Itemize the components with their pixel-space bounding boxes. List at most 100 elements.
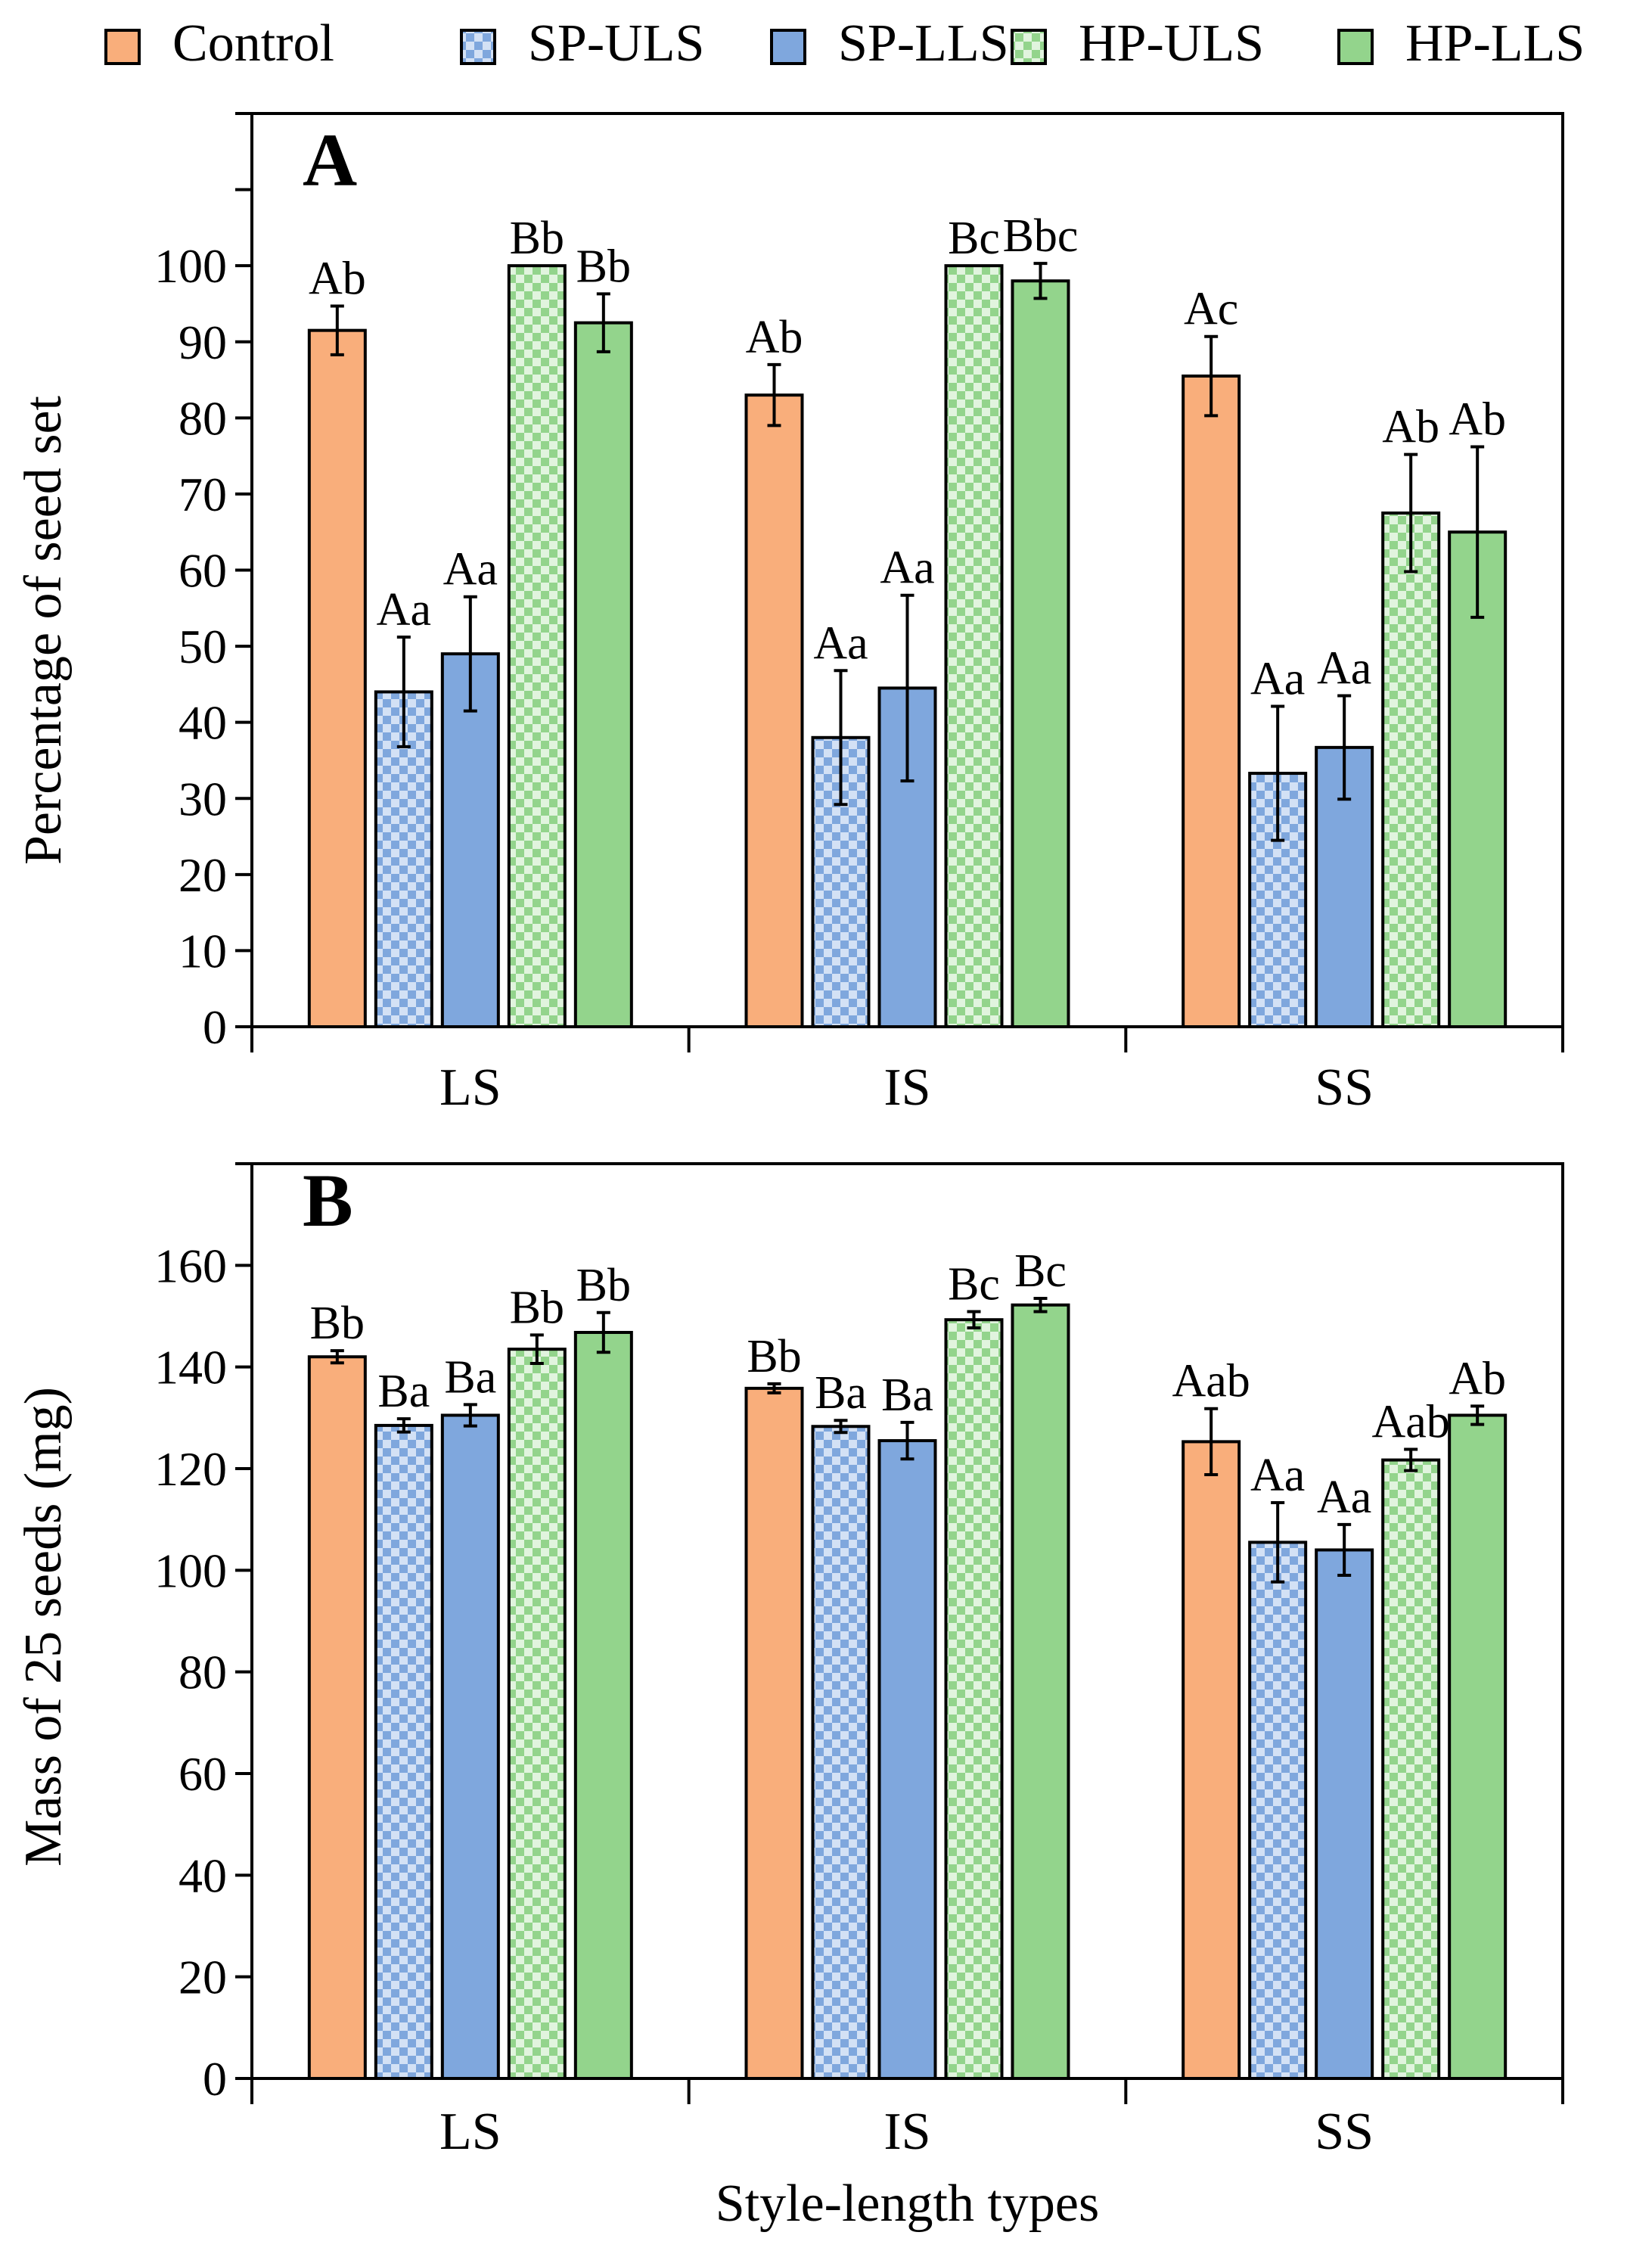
bar-control-ls [307,1355,367,2080]
sig-label-hp-uls-ss: Aab [1372,1396,1450,1447]
error-bar-control-is [767,1382,781,1394]
y-tick-label: 0 [203,1000,227,1054]
bar-hp-lls-is [1011,1303,1070,2081]
error-bar-sp-uls-is [834,1419,848,1435]
sig-label-hp-uls-is: Bc [948,1258,1000,1310]
bar-control-is [744,393,804,1028]
sig-label-hp-lls-ls: Bb [576,241,631,292]
sig-label-sp-uls-ls: Aa [377,584,431,636]
error-bar-sp-lls-is [900,593,914,783]
y-tick-label: 0 [203,2052,227,2106]
legend-item-hp-uls: HP-ULS [1011,14,1264,73]
sig-label-hp-lls-is: Bbc [1003,210,1079,262]
bar-sp-uls-is [811,1425,871,2081]
y-tick-label: 30 [179,772,227,825]
error-bar-sp-lls-ss [1337,1522,1352,1578]
sig-label-control-is: Bb [747,1331,801,1382]
sig-label-hp-uls-ls: Bb [510,1282,564,1333]
sig-label-sp-lls-ss: Aa [1317,1472,1371,1523]
panel-label: A [303,118,357,202]
sig-label-control-ss: Ac [1184,284,1238,335]
sig-label-sp-lls-ls: Aa [443,544,498,595]
bar-hp-lls-ls [573,321,633,1028]
y-axis-label: Mass of 25 seeds (mg) [14,1387,73,1867]
bar-sp-lls-ls [440,1413,500,2080]
bar-hp-uls-ss [1381,511,1441,1028]
error-bar-hp-lls-ss [1470,1404,1485,1426]
y-tick-label: 20 [179,848,227,902]
legend-label-sp-uls: SP-ULS [528,14,704,73]
error-bar-hp-uls-ls [529,1333,544,1365]
bar-sp-lls-is [877,1439,937,2080]
sig-label-sp-uls-ls: Ba [377,1366,430,1417]
error-bar-control-ss [1204,1407,1219,1477]
legend-item-control: Control [104,14,334,73]
panel-b: 0 20 40 60 80 100 120 140 160 Mass of 25 seeds (m… [14,1158,1564,2233]
y-tick-label: 100 [154,239,227,293]
y-axis-label: Percentage of seed set [14,395,73,865]
error-bar-sp-uls-ss [1271,1501,1285,1584]
y-tick-label: 80 [179,1646,227,1699]
x-tick-label-ls: LS [439,2103,502,2161]
error-bar-hp-lls-is [1033,1296,1048,1314]
y-tick-label: 80 [179,391,227,445]
sig-label-sp-lls-is: Aa [880,543,934,594]
sig-label-hp-uls-is: Bc [948,213,1000,264]
error-bar-sp-lls-ss [1337,694,1352,801]
error-bar-hp-uls-ss [1404,1447,1418,1472]
sig-label-sp-lls-ls: Ba [444,1351,496,1403]
error-bar-control-is [767,362,781,427]
x-tick-label-ls: LS [439,1059,502,1117]
bar-control-is [744,1386,804,2081]
y-tick-label: 90 [179,316,227,369]
bar-control-ss [1182,375,1241,1028]
y-tick-label: 50 [179,620,227,673]
legend-label-control: Control [172,14,334,73]
error-bar-sp-lls-ls [463,595,477,713]
sig-label-hp-lls-ss: Ab [1449,1353,1506,1404]
y-tick-label: 10 [179,924,227,978]
legend-label-hp-uls: HP-ULS [1079,14,1264,73]
sig-label-hp-lls-ls: Bb [576,1260,631,1311]
x-tick-label-is: IS [883,1059,930,1117]
error-bar-hp-lls-ls [596,1310,610,1354]
error-bar-hp-uls-is [967,1310,981,1329]
bar-hp-uls-ls [507,264,567,1028]
y-tick-label: 140 [154,1341,227,1394]
sig-label-control-ls: Bb [310,1298,365,1349]
bar-sp-lls-ls [440,652,500,1028]
x-tick-label-ss: SS [1315,2103,1374,2161]
error-bar-sp-uls-ss [1271,704,1285,842]
y-tick-label: 120 [154,1442,227,1496]
sig-label-control-ls: Ab [309,253,366,304]
error-bar-sp-lls-ls [463,1403,477,1428]
panel-label: B [303,1158,353,1242]
y-tick-label: 60 [179,1747,227,1801]
x-tick-label-is: IS [883,2103,930,2161]
legend-swatch-control [104,29,141,65]
error-bar-control-ls [330,304,344,356]
sig-label-sp-uls-is: Ba [815,1367,867,1419]
error-bar-hp-uls-ss [1404,452,1418,574]
bar-hp-lls-is [1011,279,1070,1028]
bar-hp-lls-ls [573,1330,633,2080]
error-bar-sp-uls-is [834,669,848,807]
legend-swatch-hp-uls [1011,29,1047,65]
bar-sp-uls-ls [374,1423,433,2080]
error-bar-sp-uls-ls [396,1417,411,1434]
legend-swatch-sp-lls [770,29,806,65]
sig-label-hp-uls-ss: Ab [1382,402,1439,453]
y-tick-label: 70 [179,468,227,521]
y-tick-label: 60 [179,544,227,598]
bar-hp-uls-ls [507,1348,567,2080]
bar-control-ls [307,328,367,1029]
y-tick-label: 160 [154,1239,227,1292]
bar-hp-lls-ss [1448,1413,1508,2080]
bar-sp-uls-ss [1248,1540,1308,2081]
legend-item-hp-lls: HP-LLS [1337,14,1585,73]
bar-hp-uls-is [944,264,1004,1028]
sig-label-sp-uls-ss: Aa [1250,654,1305,705]
legend-swatch-sp-uls [460,29,496,65]
bar-sp-uls-ls [374,690,433,1029]
